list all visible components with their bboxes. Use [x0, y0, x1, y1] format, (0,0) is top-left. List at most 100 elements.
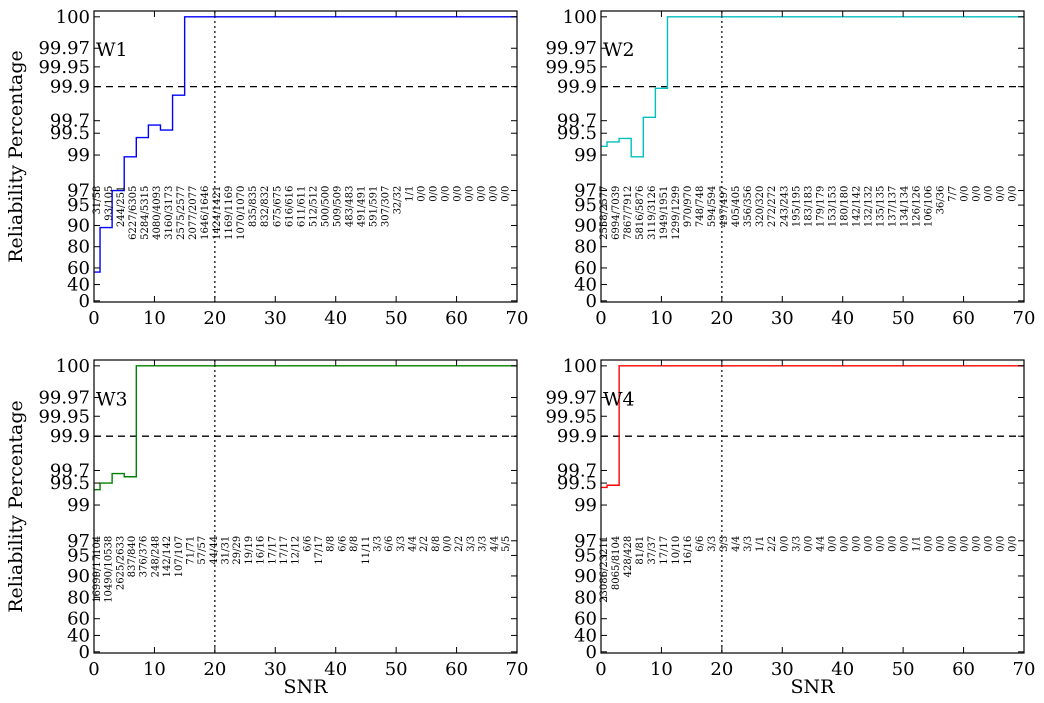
count-label: 0/0 — [875, 536, 886, 552]
count-label: 17/17 — [279, 536, 290, 565]
count-label: 2/2 — [419, 536, 430, 552]
x-tick-label: 40 — [324, 308, 347, 329]
count-label: 376/376 — [139, 536, 150, 578]
count-label: 1646/1646 — [200, 186, 211, 240]
count-label: 748/748 — [695, 186, 706, 228]
count-label: 3/3 — [791, 536, 802, 552]
x-tick-label: 10 — [650, 659, 673, 680]
y-tick-label: 95 — [67, 545, 90, 566]
y-tick-label: 99.97 — [545, 38, 597, 59]
x-tick-label: 10 — [650, 308, 673, 329]
count-label: 0/0 — [960, 536, 971, 552]
y-tick-label: 90 — [67, 566, 90, 587]
count-label: 2575/2577 — [176, 186, 187, 240]
count-label: 500/500 — [320, 186, 331, 228]
panel-label: W1 — [96, 39, 128, 61]
x-tick-label: 70 — [1013, 659, 1036, 680]
count-label: 1949/1951 — [659, 186, 670, 240]
count-label: 0/0 — [984, 536, 995, 552]
count-label: 142/142 — [851, 186, 862, 228]
x-tick-label: 40 — [831, 659, 854, 680]
y-tick-label: 90 — [574, 215, 597, 236]
count-label: 10/10 — [671, 536, 682, 565]
x-axis-title: SNR — [284, 676, 329, 698]
x-tick-label: 0 — [595, 659, 606, 680]
x-tick-label: 20 — [203, 308, 226, 329]
count-label: 17/17 — [314, 536, 325, 565]
count-label: 616/616 — [284, 186, 295, 228]
count-label: 8/8 — [349, 536, 360, 552]
y-tick-label: 99 — [574, 145, 597, 166]
reliability-series-w2 — [601, 16, 1024, 158]
x-tick-label: 40 — [324, 659, 347, 680]
y-tick-label: 99 — [67, 145, 90, 166]
count-label: 272/272 — [767, 186, 778, 228]
count-label: 3/3 — [478, 536, 489, 552]
y-tick-label: 0 — [79, 642, 90, 663]
count-label: 594/594 — [707, 186, 718, 228]
x-tick-label: 70 — [506, 308, 529, 329]
count-label: 10490/10538 — [104, 536, 115, 603]
count-label: 7867/7912 — [623, 186, 634, 240]
y-tick-label: 80 — [67, 587, 90, 608]
count-label: 483/483 — [344, 186, 355, 228]
count-label: 4/4 — [731, 536, 742, 552]
count-label: 2558/2577 — [599, 186, 610, 240]
count-label: 6994/7039 — [611, 186, 622, 240]
x-tick-label: 40 — [831, 308, 854, 329]
y-tick-label: 80 — [67, 237, 90, 258]
count-label: 57/57 — [197, 536, 208, 565]
y-tick-label: 0 — [79, 291, 90, 312]
y-tick-label: 95 — [574, 545, 597, 566]
count-label: 0/0 — [996, 186, 1007, 202]
count-label: 6227/6305 — [128, 186, 139, 240]
count-label: 4/4 — [489, 536, 500, 552]
count-label: 0/0 — [453, 186, 464, 202]
x-tick-label: 50 — [892, 308, 915, 329]
y-tick-label: 99.7 — [50, 460, 90, 481]
count-label: 135/135 — [875, 186, 886, 228]
y-tick-label: 99.9 — [50, 426, 90, 447]
x-tick-label: 20 — [710, 308, 733, 329]
count-label: 0/0 — [477, 186, 488, 202]
x-tick-label: 20 — [710, 659, 733, 680]
y-tick-label: 97 — [67, 531, 90, 552]
count-label: 126/126 — [911, 186, 922, 228]
count-label: 3/3 — [396, 536, 407, 552]
y-tick-label: 99 — [574, 495, 597, 516]
count-label: 611/611 — [296, 186, 307, 228]
count-label: 512/512 — [308, 186, 319, 228]
x-tick-label: 60 — [952, 308, 975, 329]
y-tick-label: 99.95 — [545, 57, 597, 78]
count-label: 3/3 — [707, 536, 718, 552]
x-tick-label: 10 — [143, 308, 166, 329]
panel-label: W4 — [603, 388, 635, 410]
y-tick-label: 100 — [563, 7, 597, 28]
count-label: 0/0 — [996, 536, 1007, 552]
count-label: 356/356 — [743, 186, 754, 228]
y-tick-label: 80 — [574, 587, 597, 608]
count-label: 1070/1070 — [236, 186, 247, 240]
count-label: 0/0 — [935, 536, 946, 552]
count-label: 6/6 — [695, 536, 706, 552]
y-tick-label: 99.95 — [38, 57, 90, 78]
count-label: 8/8 — [431, 536, 442, 552]
count-label: 0/0 — [887, 536, 898, 552]
count-label: 0/0 — [839, 536, 850, 552]
count-label: 2625/2633 — [115, 536, 126, 590]
count-label: 3119/3126 — [647, 186, 658, 240]
reliability-series-w1 — [94, 16, 517, 273]
count-label: 71/71 — [185, 536, 196, 565]
count-label: 0/0 — [443, 536, 454, 552]
y-axis-title: Reliability Percentage — [5, 400, 27, 613]
count-label: 0/0 — [416, 186, 427, 202]
x-tick-label: 30 — [771, 659, 794, 680]
y-tick-label: 99.9 — [50, 77, 90, 98]
count-label: 1/1 — [911, 536, 922, 552]
count-label: 2/2 — [454, 536, 465, 552]
count-label: 16/16 — [683, 536, 694, 565]
y-tick-label: 99.5 — [50, 123, 90, 144]
x-tick-label: 0 — [88, 659, 99, 680]
count-label: 195/195 — [791, 186, 802, 228]
y-tick-label: 60 — [574, 258, 597, 279]
